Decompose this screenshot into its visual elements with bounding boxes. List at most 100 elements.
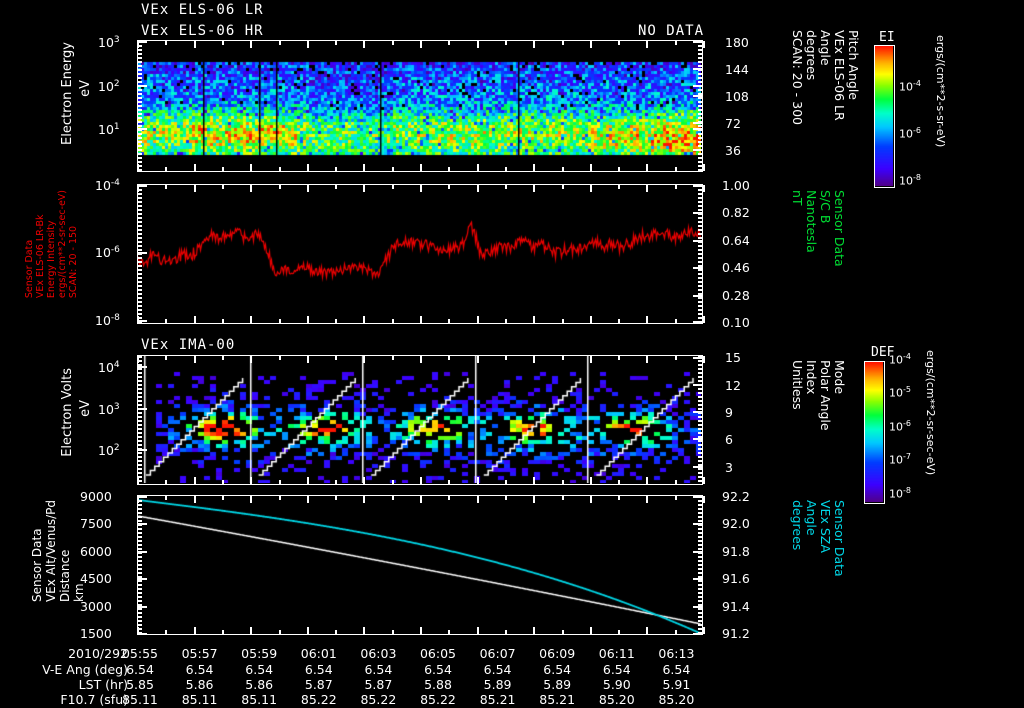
panel3-ion-spectrogram — [138, 356, 701, 483]
tick-mark — [562, 185, 564, 189]
tick-mark — [533, 164, 535, 171]
tick-mark — [138, 85, 147, 87]
tick-mark — [698, 245, 702, 247]
tick-mark — [448, 496, 450, 500]
table-cell: 6.54 — [185, 662, 214, 677]
tick-mark — [698, 404, 702, 406]
tick-mark — [698, 372, 702, 374]
tick-mark — [693, 496, 702, 498]
tick-mark — [698, 544, 702, 546]
tick-mark — [590, 356, 592, 363]
table-cell: 06:07 — [479, 646, 516, 661]
tick-mark — [137, 185, 139, 192]
tick-mark — [138, 93, 142, 95]
tick-mark — [138, 153, 142, 155]
panel1-ytick-10: 101 — [98, 122, 120, 138]
tick-mark — [646, 477, 648, 484]
tick-mark — [392, 356, 394, 360]
colorbar-ei-unit: ergs/(cm**2-s-sr-eV) — [934, 35, 947, 148]
tick-mark — [505, 41, 507, 45]
table-cell: 5.90 — [602, 677, 631, 692]
tick-mark — [698, 301, 702, 303]
tick-mark — [250, 356, 252, 363]
tick-mark — [138, 257, 142, 259]
colorbar-ei-gradient — [875, 46, 893, 186]
tick-mark — [138, 301, 142, 303]
tick-mark — [675, 167, 677, 171]
tick-mark — [505, 496, 507, 500]
tick-mark — [698, 217, 702, 219]
tick-mark — [138, 313, 142, 315]
tick-mark — [279, 496, 281, 500]
table-cell: 85.20 — [658, 692, 695, 707]
tick-mark — [698, 281, 702, 283]
tick-mark — [138, 241, 142, 243]
table-cell: 85.21 — [539, 692, 576, 707]
tick-mark — [420, 41, 422, 48]
tick-mark — [250, 496, 252, 503]
panel1-title-lr: VEx ELS-06 LR — [141, 2, 264, 18]
tick-mark — [693, 578, 702, 580]
panel2-left-axis-label: Sensor Data VEx ELS-06 LR-Bk Energy Inte… — [24, 190, 79, 299]
panel3-y2tick-6: 6 — [725, 432, 733, 447]
tick-mark — [698, 305, 702, 307]
tick-mark — [693, 438, 702, 440]
tick-mark — [590, 627, 592, 634]
tick-mark — [698, 261, 702, 263]
panel4-y2tick-914: 91.4 — [722, 599, 750, 614]
tick-mark — [698, 153, 702, 155]
panel3-ytick-100: 102 — [98, 443, 120, 459]
tick-mark — [533, 477, 535, 484]
tick-mark — [698, 580, 702, 582]
tick-mark — [698, 588, 702, 590]
tick-mark — [138, 221, 142, 223]
tick-mark — [698, 313, 702, 315]
tick-mark — [675, 185, 677, 189]
tick-mark — [562, 480, 564, 484]
tick-mark — [698, 464, 702, 466]
tick-mark — [698, 101, 702, 103]
tick-mark — [693, 85, 702, 87]
tick-mark — [698, 564, 702, 566]
table-cell: 6.54 — [245, 662, 274, 677]
tick-mark — [698, 141, 702, 143]
tick-mark — [646, 627, 648, 634]
tick-mark — [698, 253, 702, 255]
tick-mark — [698, 388, 702, 390]
tick-mark — [138, 128, 147, 130]
panel4-y2tick-918: 91.8 — [722, 544, 750, 559]
tick-mark — [138, 193, 142, 195]
table-cell: 06:03 — [360, 646, 397, 661]
panel1-y2tick-180: 180 — [725, 35, 749, 50]
tick-mark — [335, 356, 337, 360]
tick-mark — [590, 185, 592, 192]
tick-mark — [138, 265, 142, 267]
tick-mark — [698, 440, 702, 442]
panel3-left-axis-label: Electron Volts — [60, 368, 75, 457]
tick-mark — [138, 392, 142, 394]
tick-mark — [222, 41, 224, 45]
panel1-nodata-label: NO DATA — [638, 23, 705, 39]
tick-mark — [138, 628, 142, 630]
tick-mark — [675, 480, 677, 484]
tick-mark — [138, 508, 142, 510]
table-cell: 85.11 — [122, 692, 158, 707]
tick-mark — [138, 273, 142, 275]
tick-mark — [138, 366, 147, 368]
colorbar-ei-title: EI — [879, 30, 895, 45]
panel4-ytick-1500: 1500 — [80, 626, 112, 641]
tick-mark — [138, 277, 142, 279]
tick-mark — [138, 551, 147, 553]
tick-mark — [698, 229, 702, 231]
tick-mark — [533, 496, 535, 503]
tick-mark — [675, 41, 677, 45]
tick-mark — [698, 65, 702, 67]
tick-mark — [138, 201, 142, 203]
tick-mark — [698, 225, 702, 227]
tick-mark — [279, 167, 281, 171]
tick-mark — [138, 578, 147, 580]
tick-mark — [363, 41, 365, 48]
panel4-y2tick-922: 92.2 — [722, 489, 750, 504]
panel2-energy-intensity-trace — [138, 185, 701, 322]
tick-mark — [477, 477, 479, 484]
